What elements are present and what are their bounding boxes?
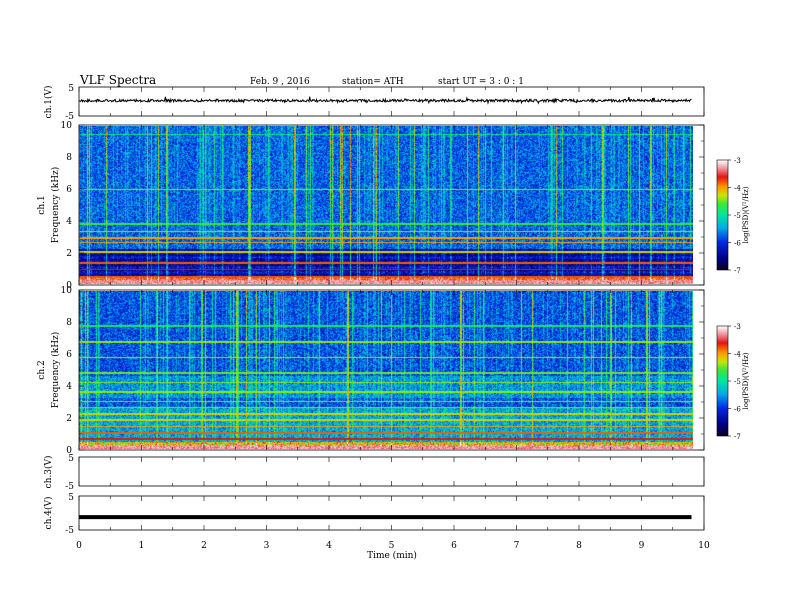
time-tick-label: 9 [639, 541, 645, 551]
freq-tick-label: 6 [66, 185, 72, 195]
time-axis-label: Time (min) [367, 550, 417, 561]
ch1-wave-xticks [78, 87, 705, 116]
ch4-wave-ytick-top: 5 [68, 493, 74, 503]
colorbar-tick-label: -6 [734, 406, 741, 414]
ch3-wave-ytick-bottom: -5 [65, 482, 74, 492]
ch4-wave-ytick-bottom: -5 [65, 526, 74, 536]
ch1-spectrogram-xticks [78, 125, 705, 285]
freq-tick-label: 8 [66, 318, 72, 328]
ch3-wave-xticks [78, 457, 705, 486]
ch2-colorbar-ticks: -3 -4 -5 -6 -7 [728, 323, 741, 441]
time-tick-label: 10 [698, 541, 710, 551]
colorbar-tick-label: -4 [734, 351, 741, 359]
ch4-waveform-frame [78, 495, 705, 531]
start-time-label: start UT = 3 : 0 : 1 [438, 77, 524, 87]
time-tick-label: 2 [201, 541, 207, 551]
colorbar-tick-label: -5 [734, 378, 741, 386]
ch1-waveform-trace [78, 96, 692, 105]
ch1-colorbar-ticks: -3 -4 -5 -6 -7 [728, 157, 741, 275]
ch4-waveform-panel: 5 -5 ch.4(V) [43, 493, 705, 536]
date-label: Feb. 9 , 2016 [250, 77, 310, 87]
time-tick-label: 6 [451, 541, 457, 551]
colorbar-tick-label: -7 [734, 267, 741, 275]
freq-tick-label: 2 [66, 249, 72, 259]
colorbar-tick-label: -4 [734, 185, 741, 193]
time-tick-label: 3 [264, 541, 270, 551]
colorbar-tick-label: -3 [734, 157, 741, 165]
ch2-frequency-label: Frequency (kHz) [50, 332, 61, 409]
time-axis: 0 1 2 3 4 5 6 7 8 9 10 [76, 541, 710, 551]
ch1-colorbar [717, 160, 728, 270]
ch2-colorbar [717, 326, 728, 436]
freq-tick-label: 6 [66, 350, 72, 360]
figure-title: VLF Spectra [79, 73, 156, 87]
ch1-wave-ytick-top: 5 [68, 84, 74, 94]
ch2-frequency-ticks: 0 2 4 6 8 10 [61, 286, 704, 456]
ch1-frequency-ticks: 0 2 4 6 8 10 [61, 121, 704, 291]
station-label: station= ATH [342, 77, 404, 87]
freq-tick-label: 4 [66, 217, 72, 227]
freq-tick-label: 8 [66, 153, 72, 163]
colorbar-tick-label: -5 [734, 212, 741, 220]
ch1-spectrogram-image [79, 126, 693, 284]
ch1-channel-label: ch.1 [37, 195, 47, 214]
colorbar-tick-label: -7 [734, 433, 741, 441]
ch3-wave-ytick-top: 5 [68, 454, 74, 464]
ch1-frequency-label: Frequency (kHz) [50, 167, 61, 244]
ch4-wave-xticks [78, 496, 705, 530]
freq-tick-label: 10 [61, 286, 73, 296]
freq-tick-label: 0 [66, 281, 72, 291]
ch2-spectrogram-image [79, 291, 693, 449]
ch2-colorbar-label: log(PSD)(V²/Hz) [742, 352, 750, 409]
time-tick-label: 7 [514, 541, 520, 551]
ch3-waveform-panel: 5 -5 ch.3(V) [43, 454, 705, 492]
ch1-wave-ylabel: ch.1(V) [43, 86, 54, 119]
freq-tick-label: 0 [66, 446, 72, 456]
time-tick-label: 0 [76, 541, 82, 551]
freq-tick-label: 2 [66, 414, 72, 424]
freq-tick-label: 10 [61, 121, 73, 131]
ch2-channel-label: ch.2 [37, 360, 47, 379]
figure-header: VLF Spectra Feb. 9 , 2016 station= ATH s… [79, 73, 524, 87]
time-tick-label: 1 [139, 541, 145, 551]
time-tick-label: 8 [576, 541, 582, 551]
ch4-wave-ylabel: ch.4(V) [43, 497, 54, 530]
time-tick-label: 5 [389, 541, 395, 551]
freq-tick-label: 4 [66, 382, 72, 392]
time-tick-label: 4 [326, 541, 332, 551]
colorbar-tick-label: -6 [734, 240, 741, 248]
ch2-spectrogram-xticks [78, 290, 705, 450]
ch1-colorbar-label: log(PSD)(V²/Hz) [742, 186, 750, 243]
ch1-wave-ytick-bottom: -5 [65, 112, 74, 122]
ch1-waveform-panel: 5 -5 ch.1(V) [43, 84, 705, 122]
ch3-wave-ylabel: ch.3(V) [43, 456, 54, 489]
colorbar-tick-label: -3 [734, 323, 741, 331]
